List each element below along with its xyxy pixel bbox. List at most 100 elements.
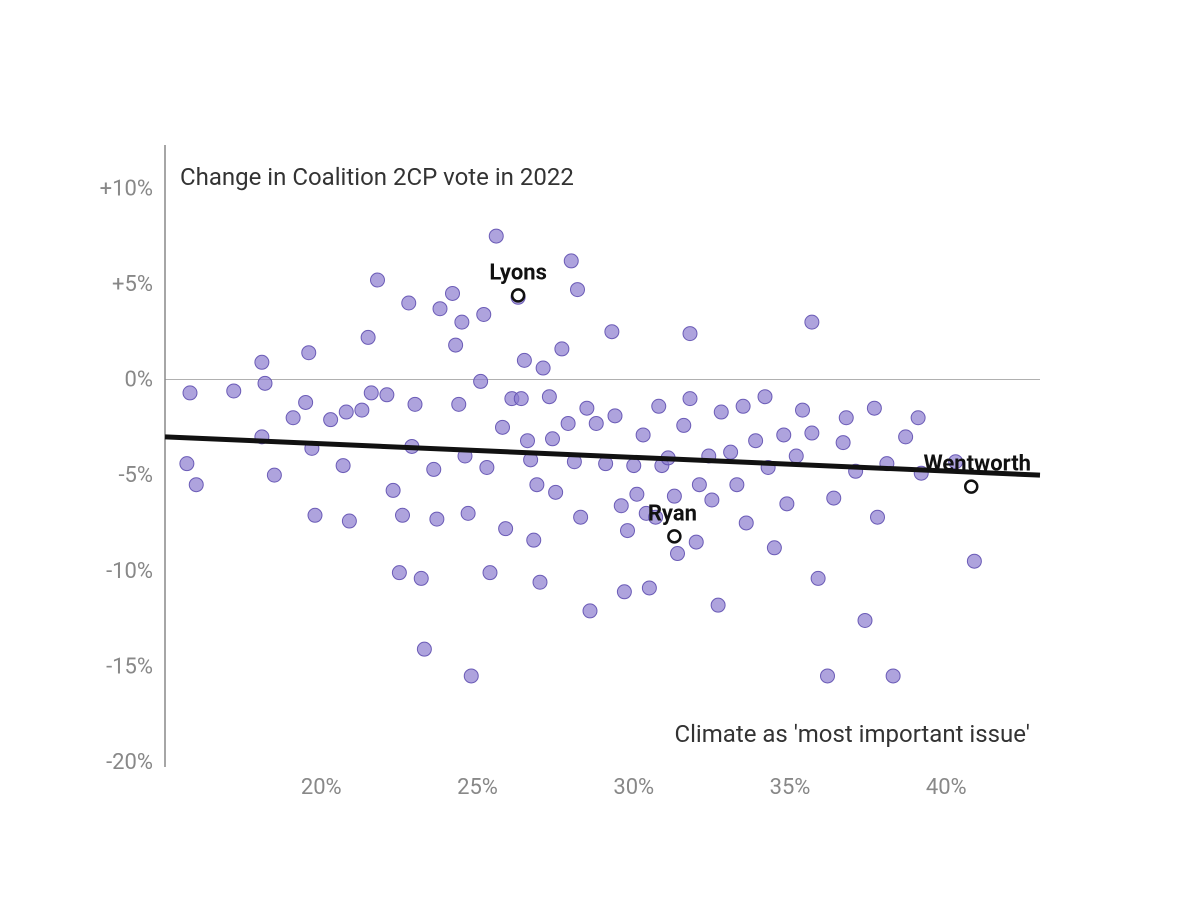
data-point — [308, 508, 322, 522]
data-point — [339, 405, 353, 419]
data-point — [527, 533, 541, 547]
data-point — [533, 575, 547, 589]
y-tick-label: -20% — [106, 750, 153, 775]
data-point — [396, 508, 410, 522]
data-point — [777, 428, 791, 442]
data-point — [749, 434, 763, 448]
data-point — [621, 524, 635, 538]
data-point — [402, 296, 416, 310]
data-point — [517, 353, 531, 367]
annotation-point — [668, 530, 680, 542]
data-point — [324, 413, 338, 427]
data-point — [899, 430, 913, 444]
annotation-point — [512, 289, 524, 301]
data-point — [836, 436, 850, 450]
chart-svg: -20%-15%-10%-5%0%+5%+10%20%25%30%35%40%L… — [0, 0, 1200, 902]
data-point — [677, 418, 691, 432]
y-tick-label: +5% — [112, 272, 153, 297]
data-point — [683, 392, 697, 406]
data-point — [608, 409, 622, 423]
data-point — [461, 506, 475, 520]
data-point — [546, 432, 560, 446]
data-point — [739, 516, 753, 530]
data-point — [580, 401, 594, 415]
data-point — [455, 315, 469, 329]
data-point — [617, 585, 631, 599]
data-point — [258, 376, 272, 390]
data-point — [380, 388, 394, 402]
y-axis-title: Change in Coalition 2CP vote in 2022 — [180, 163, 574, 191]
data-point — [521, 434, 535, 448]
data-point — [789, 449, 803, 463]
data-point — [336, 459, 350, 473]
data-point — [542, 390, 556, 404]
data-point — [805, 315, 819, 329]
data-point — [736, 399, 750, 413]
data-point — [446, 286, 460, 300]
data-point — [827, 491, 841, 505]
data-point — [714, 405, 728, 419]
y-tick-label: -5% — [118, 463, 153, 488]
data-point — [796, 403, 810, 417]
data-point — [671, 547, 685, 561]
data-point — [183, 386, 197, 400]
data-point — [689, 535, 703, 549]
data-point — [711, 598, 725, 612]
data-point — [408, 397, 422, 411]
data-point — [967, 554, 981, 568]
annotation-label: Wentworth — [923, 452, 1031, 477]
data-point — [821, 669, 835, 683]
data-point — [589, 416, 603, 430]
annotation-point — [965, 481, 977, 493]
annotation-label: Ryan — [648, 501, 697, 526]
data-point — [536, 361, 550, 375]
data-point — [839, 411, 853, 425]
data-point — [811, 571, 825, 585]
data-point — [530, 478, 544, 492]
data-point — [449, 338, 463, 352]
data-point — [299, 395, 313, 409]
data-point — [477, 307, 491, 321]
x-tick-label: 25% — [457, 775, 498, 800]
x-tick-label: 40% — [926, 775, 967, 800]
data-point — [180, 457, 194, 471]
data-point — [427, 462, 441, 476]
data-point — [758, 390, 772, 404]
data-point — [780, 497, 794, 511]
data-point — [417, 642, 431, 656]
data-point — [867, 401, 881, 415]
data-point — [730, 478, 744, 492]
data-point — [392, 566, 406, 580]
data-point — [724, 445, 738, 459]
data-point — [480, 460, 494, 474]
data-point — [555, 342, 569, 356]
data-point — [302, 346, 316, 360]
data-point — [430, 512, 444, 526]
data-point — [355, 403, 369, 417]
x-tick-label: 30% — [613, 775, 654, 800]
data-point — [858, 613, 872, 627]
x-axis-title: Climate as 'most important issue' — [674, 720, 1030, 748]
data-point — [227, 384, 241, 398]
y-tick-label: -15% — [106, 654, 153, 679]
data-point — [452, 397, 466, 411]
y-tick-label: -10% — [106, 559, 153, 584]
data-point — [474, 374, 488, 388]
data-point — [911, 411, 925, 425]
data-point — [583, 604, 597, 618]
data-point — [705, 493, 719, 507]
data-point — [414, 571, 428, 585]
data-point — [433, 302, 447, 316]
y-tick-label: 0% — [125, 368, 153, 393]
data-point — [564, 254, 578, 268]
data-point — [496, 420, 510, 434]
data-point — [886, 669, 900, 683]
data-point — [483, 566, 497, 580]
data-point — [255, 355, 269, 369]
data-point — [499, 522, 513, 536]
data-point — [571, 283, 585, 297]
data-point — [574, 510, 588, 524]
data-point — [642, 581, 656, 595]
x-tick-label: 20% — [301, 775, 342, 800]
data-point — [286, 411, 300, 425]
